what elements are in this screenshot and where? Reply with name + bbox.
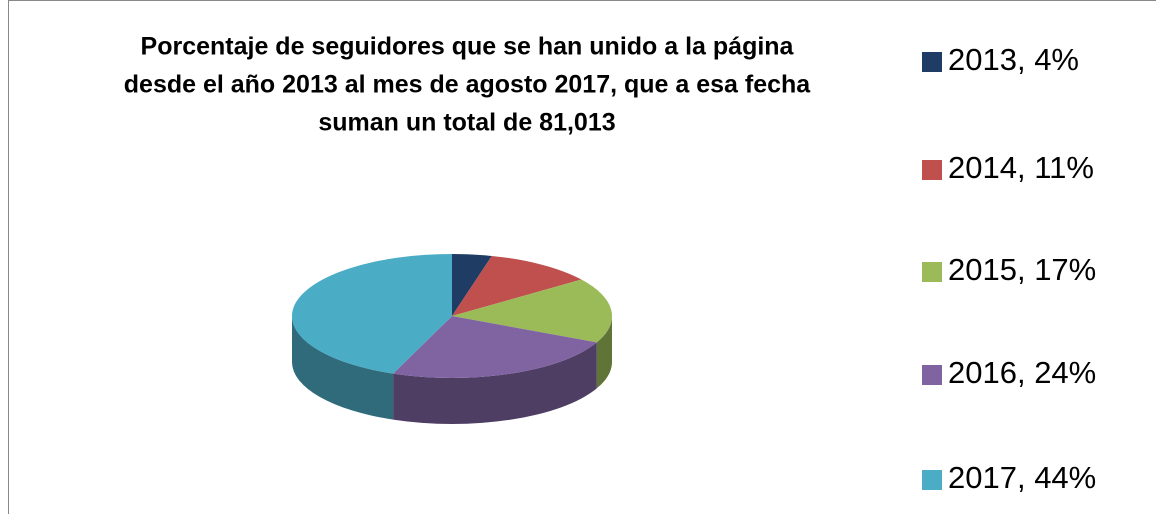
slice (292, 254, 452, 374)
legend-swatch (922, 470, 942, 490)
legend-label: 2014, 11% (948, 150, 1094, 185)
slice (393, 316, 597, 378)
legend-label: 2017, 44% (948, 460, 1096, 495)
chart-title: desde el año 2013 al mes de agosto 2017,… (124, 71, 812, 99)
legend-label: 2016, 24% (948, 355, 1096, 390)
slice (452, 255, 582, 316)
chart-title: suman un total de 81,013 (318, 109, 615, 137)
legend-swatch (922, 365, 942, 385)
slice-side (292, 316, 394, 420)
legend-swatch (922, 160, 942, 180)
slice-side (596, 316, 612, 389)
slice (452, 254, 492, 316)
legend-swatch (922, 52, 942, 72)
chart-title: Porcentaje de seguidores que se han unid… (141, 33, 795, 61)
chart-frame (8, 0, 1156, 514)
legend-label: 2013, 4% (948, 42, 1079, 77)
legend-label: 2015, 17% (948, 252, 1096, 287)
slice-side (393, 342, 597, 424)
legend-swatch (922, 262, 942, 282)
slice (452, 279, 613, 343)
